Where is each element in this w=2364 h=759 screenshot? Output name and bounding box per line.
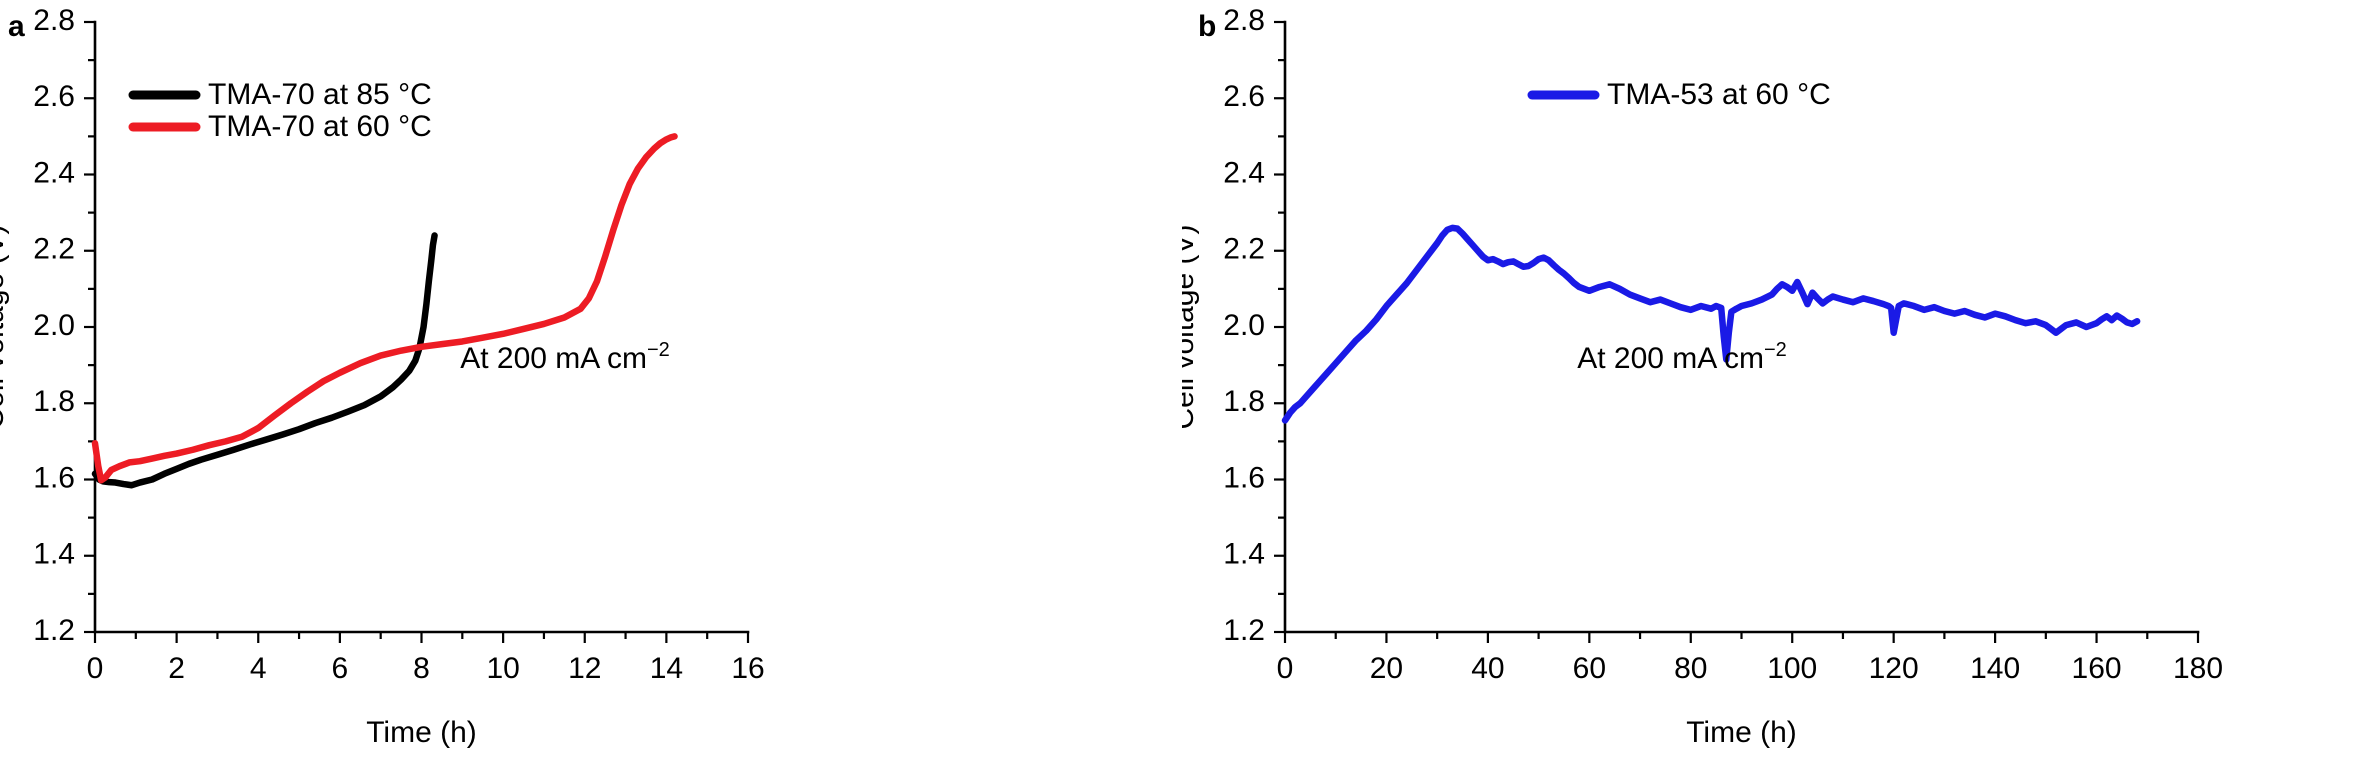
data-series-curve-2 <box>91 133 678 484</box>
legend-label-1: TMA-70 at 85 °C <box>208 78 432 111</box>
y-tick-label: 2.6 <box>1223 80 1265 113</box>
y-tick-label: 2.2 <box>33 233 75 266</box>
x-tick-label: 80 <box>1674 652 1707 685</box>
y-axis-title: Cell voltage (V) <box>0 224 10 429</box>
x-tick-label: 140 <box>1970 652 2020 685</box>
x-tick-label: 60 <box>1573 652 1606 685</box>
x-tick-label: 120 <box>1869 652 1919 685</box>
y-tick-label: 1.6 <box>1223 461 1265 494</box>
y-tick-label: 1.8 <box>33 385 75 418</box>
y-tick-label: 2.8 <box>33 4 75 37</box>
y-tick-label: 1.6 <box>33 461 75 494</box>
y-tick-label: 2.4 <box>33 156 75 189</box>
data-series-curve-1 <box>1281 224 2141 424</box>
x-tick-label: 14 <box>650 652 683 685</box>
panel-b-letter: b <box>1198 10 1217 43</box>
legend-label-1: TMA-53 at 60 °C <box>1607 78 1831 111</box>
x-tick-label: 20 <box>1370 652 1403 685</box>
panel-a-letter: a <box>8 10 25 43</box>
x-tick-label: 0 <box>87 652 104 685</box>
y-tick-label: 1.2 <box>33 614 75 647</box>
y-tick-label: 2.6 <box>33 80 75 113</box>
x-tick-label: 160 <box>2072 652 2122 685</box>
panel-a: a 1.2 1.4 1.6 1.8 2.0 2.2 2.4 2.6 2.8 0 2 4 6 8 10 12 14… <box>0 4 765 749</box>
x-tick-label: 40 <box>1471 652 1504 685</box>
x-tick-label: 12 <box>568 652 601 685</box>
x-tick-label: 16 <box>731 652 764 685</box>
panel-a-plot: 1.2 1.4 1.6 1.8 2.0 2.2 2.4 2.6 2.8 0 2 4 6 8 10 12 14 16… <box>0 4 765 749</box>
data-series-curve-1 <box>91 232 438 489</box>
x-tick-label: 0 <box>1277 652 1294 685</box>
x-tick-label: 4 <box>250 652 267 685</box>
x-tick-label: 8 <box>413 652 430 685</box>
y-axis-title: Cell voltage (V) <box>1182 224 1200 429</box>
x-tick-label: 180 <box>2173 652 2223 685</box>
current-density-annotation: At 200 mA cm−2 <box>1577 339 1787 375</box>
x-axis-title: Time (h) <box>366 716 477 749</box>
panel-b-plot: 1.2 1.4 1.6 1.8 2.0 2.2 2.4 2.6 2.8 0 20 40 60 80 100 1… <box>1182 4 2223 749</box>
y-tick-label: 2.8 <box>1223 4 1265 37</box>
legend-label-2: TMA-70 at 60 °C <box>208 110 432 143</box>
current-density-annotation: At 200 mA cm−2 <box>460 339 670 375</box>
x-axis-title: Time (h) <box>1686 716 1797 749</box>
x-tick-label: 6 <box>332 652 349 685</box>
y-tick-label: 1.8 <box>1223 385 1265 418</box>
y-tick-label: 2.0 <box>1223 309 1265 342</box>
x-tick-label: 100 <box>1767 652 1817 685</box>
y-tick-label: 2.4 <box>1223 156 1265 189</box>
x-tick-label: 2 <box>168 652 185 685</box>
y-tick-label: 1.4 <box>1223 538 1265 571</box>
y-tick-label: 2.2 <box>1223 233 1265 266</box>
x-tick-label: 10 <box>486 652 519 685</box>
panel-b: b 1.2 1.4 1.6 1.8 2.0 2.2 2.4 2.6 2.8 0 20 40 60 80 10… <box>1182 0 2364 759</box>
y-tick-label: 1.4 <box>33 538 75 571</box>
y-tick-label: 1.2 <box>1223 614 1265 647</box>
y-tick-label: 2.0 <box>33 309 75 342</box>
